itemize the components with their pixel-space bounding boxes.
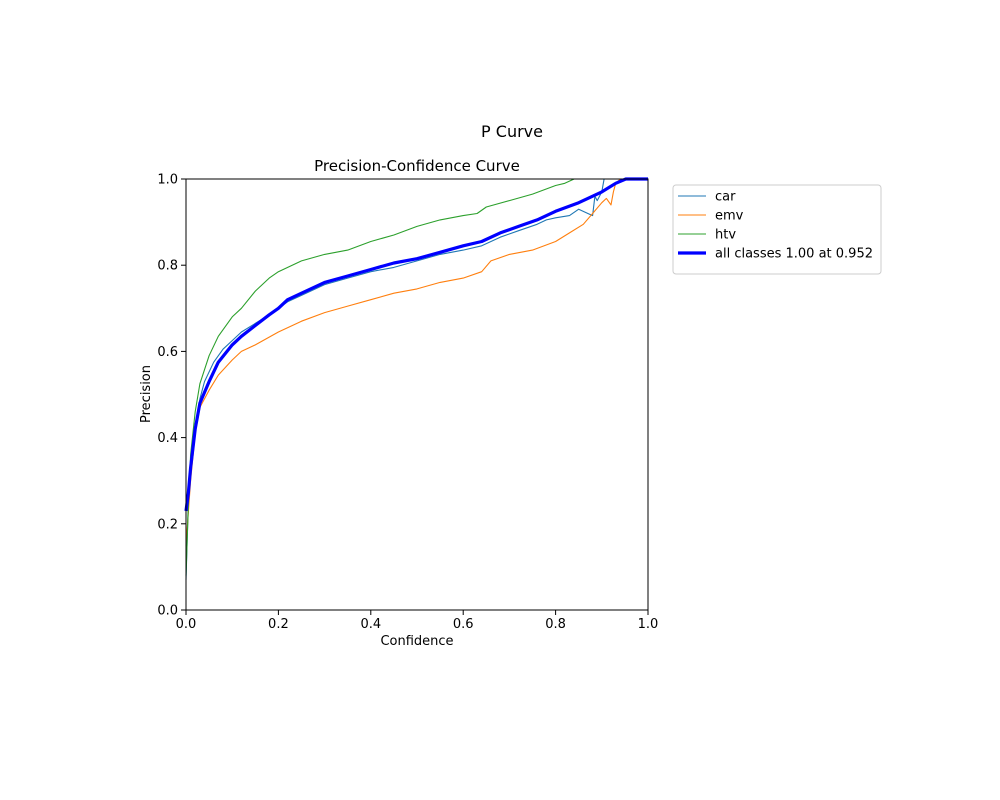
y-axis-ticks: 0.0 0.2 0.4 0.6 0.8 1.0 — [157, 173, 186, 619]
legend-label-car: car — [715, 190, 736, 205]
y-axis-label: Precision — [139, 365, 154, 423]
x-axis-label: Confidence — [380, 634, 453, 649]
plot-lines — [184, 177, 648, 580]
x-tick-label: 0.0 — [176, 617, 197, 632]
y-tick-label: 1.0 — [157, 173, 178, 188]
y-tick-label: 0.2 — [157, 517, 178, 532]
series-line-car — [185, 178, 648, 580]
x-tick-label: 0.6 — [453, 617, 474, 632]
plot-frame — [185, 178, 649, 611]
y-tick-label: 0.0 — [157, 604, 178, 619]
y-tick-label: 0.6 — [157, 345, 178, 360]
figure-suptitle: P Curve — [481, 122, 543, 141]
x-tick-label: 0.4 — [360, 617, 381, 632]
x-tick-label: 1.0 — [638, 617, 659, 632]
legend-box — [672, 184, 882, 275]
series-line-all-classes-1-00-at-0-952 — [184, 177, 648, 512]
x-axis-ticks: 0.0 0.2 0.4 0.6 0.8 1.0 — [176, 610, 659, 632]
x-tick-label: 0.8 — [545, 617, 566, 632]
legend: car emv htv all classes 1.00 at 0.952 — [672, 184, 882, 275]
y-tick-label: 0.4 — [157, 431, 178, 446]
legend-label-emv: emv — [715, 209, 744, 224]
x-tick-label: 0.2 — [268, 617, 289, 632]
legend-label-all-classes-1-00-at-0-952: all classes 1.00 at 0.952 — [715, 247, 873, 262]
chart-title: Precision-Confidence Curve — [314, 157, 520, 175]
series-line-htv — [185, 178, 648, 576]
series-line-emv — [185, 178, 648, 546]
legend-label-htv: htv — [715, 228, 736, 243]
y-tick-label: 0.8 — [157, 259, 178, 274]
